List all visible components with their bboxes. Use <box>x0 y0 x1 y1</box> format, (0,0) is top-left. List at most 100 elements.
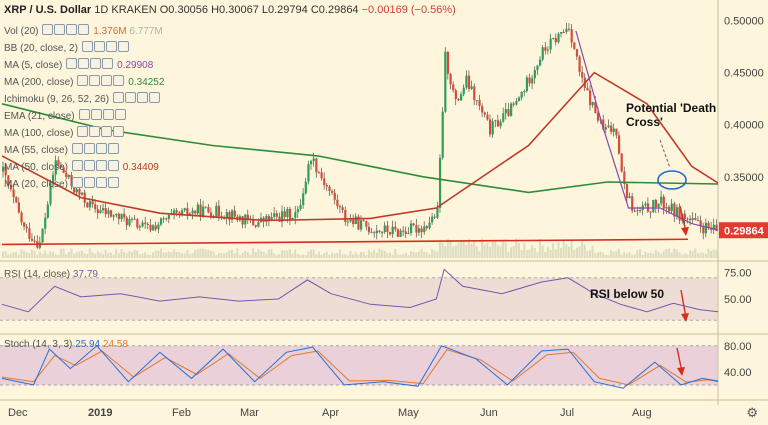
candle-body <box>123 213 126 218</box>
volume-bar <box>681 254 684 258</box>
volume-bar <box>296 254 299 258</box>
indicator-settings-icon[interactable] <box>71 177 120 192</box>
candle-body <box>649 211 652 213</box>
indicator-row[interactable]: EMA (21, close) <box>4 109 127 124</box>
candle-body <box>436 207 439 218</box>
volume-bar <box>344 254 347 258</box>
volume-bar <box>59 248 62 258</box>
volume-bar <box>470 243 473 258</box>
indicator-settings-icon[interactable] <box>71 143 120 158</box>
candle-body <box>702 226 705 234</box>
volume-bar <box>460 241 463 258</box>
gear-icon[interactable]: ⚙ <box>746 405 758 420</box>
interval[interactable]: 1D <box>94 4 109 16</box>
indicator-settings-icon[interactable] <box>42 24 90 39</box>
indicator-settings-icon[interactable] <box>77 126 125 141</box>
volume-bar <box>691 251 694 258</box>
time-axis-tick: Aug <box>632 407 652 419</box>
candle-body <box>41 228 44 243</box>
candle-body <box>49 183 52 205</box>
indicator-row[interactable]: Ichimoku (9, 26, 52, 26) <box>4 92 161 107</box>
indicator-settings-icon[interactable] <box>66 58 114 73</box>
indicator-row[interactable]: BB (20, close, 2) <box>4 41 130 56</box>
candle-body <box>578 56 581 72</box>
indicator-row[interactable]: MA (100, close) <box>4 126 125 141</box>
time-axis-tick: Feb <box>172 407 191 419</box>
volume-bar <box>494 241 497 258</box>
volume-bar <box>91 252 94 258</box>
candle-body <box>120 213 123 220</box>
candle-body <box>557 33 560 43</box>
indicator-settings-icon[interactable] <box>71 160 120 175</box>
candle-body <box>625 183 629 199</box>
candle-body <box>410 223 413 234</box>
volume-bar <box>107 252 110 258</box>
candle-body <box>528 77 531 84</box>
candle-body <box>699 220 702 227</box>
stoch-legend: Stoch (14, 3, 3) 25.94 24.58 <box>4 339 128 350</box>
candle-body <box>296 209 300 213</box>
candle-body <box>607 125 610 128</box>
volume-bar <box>412 252 415 258</box>
volume-bar <box>394 249 397 258</box>
candle-body <box>265 215 268 222</box>
candle-body <box>52 174 55 184</box>
volume-bar <box>667 248 670 258</box>
volume-bar <box>262 251 265 258</box>
candle-body <box>496 120 500 127</box>
volume-bar <box>612 252 615 258</box>
stoch-axis-tick: 80.00 <box>724 341 752 353</box>
candle-body <box>438 157 442 208</box>
volume-bar <box>259 251 262 258</box>
candle-body <box>33 240 36 242</box>
indicator-row[interactable]: MA (200, close) 0.34252 <box>4 75 164 90</box>
time-axis-tick: Apr <box>322 407 339 419</box>
symbol-name[interactable]: XRP / U.S. Dollar <box>4 4 92 16</box>
volume-bar <box>354 252 357 258</box>
candle-body <box>331 190 334 193</box>
volume-bar <box>544 251 547 258</box>
volume-bar <box>115 248 118 258</box>
candle-body <box>57 160 60 166</box>
candle-body <box>273 213 276 217</box>
change-value: −0.00169 (−0.56%) <box>361 4 456 16</box>
volume-bar <box>499 246 502 258</box>
indicator-row[interactable]: MA (20, close) <box>4 177 120 192</box>
candle-body <box>523 91 526 93</box>
volume-bar <box>365 255 368 258</box>
candle-body <box>202 206 205 217</box>
indicator-row[interactable]: MA (5, close) 0.29908 <box>4 58 153 73</box>
volume-bar <box>212 251 215 258</box>
volume-bar <box>528 249 531 258</box>
indicator-row[interactable]: MA (55, close) <box>4 143 120 158</box>
indicator-settings-icon[interactable] <box>113 92 161 107</box>
volume-bar <box>257 249 260 258</box>
candle-body <box>615 128 618 136</box>
time-axis-tick: 2019 <box>88 407 112 419</box>
volume-bar <box>191 253 194 258</box>
volume-bar <box>36 254 39 258</box>
volume-bar <box>125 253 128 258</box>
candle-body <box>362 220 365 222</box>
indicator-row[interactable]: Vol (20) 1.376M 6.777M <box>4 24 163 39</box>
indicator-settings-icon[interactable] <box>81 41 130 56</box>
indicator-settings-icon[interactable] <box>78 109 127 124</box>
candle-body <box>91 201 94 205</box>
indicator-settings-icon[interactable] <box>77 75 125 90</box>
candle-body <box>357 216 360 230</box>
volume-bar <box>436 251 439 258</box>
volume-bar <box>452 246 455 258</box>
candle-body <box>444 51 447 112</box>
volume-bar <box>304 255 307 258</box>
candle-body <box>570 29 573 43</box>
candle-body <box>662 196 665 209</box>
candle-body <box>446 51 450 74</box>
candle-body <box>425 226 429 229</box>
candle-body <box>478 100 481 106</box>
rsi-axis-tick: 50.00 <box>724 294 752 306</box>
price-axis-tick: 0.35000 <box>724 172 764 184</box>
volume-bar <box>252 248 255 258</box>
indicator-row[interactable]: MA (50, close) 0.34409 <box>4 160 159 175</box>
indicator-value: 0.34409 <box>119 162 159 173</box>
